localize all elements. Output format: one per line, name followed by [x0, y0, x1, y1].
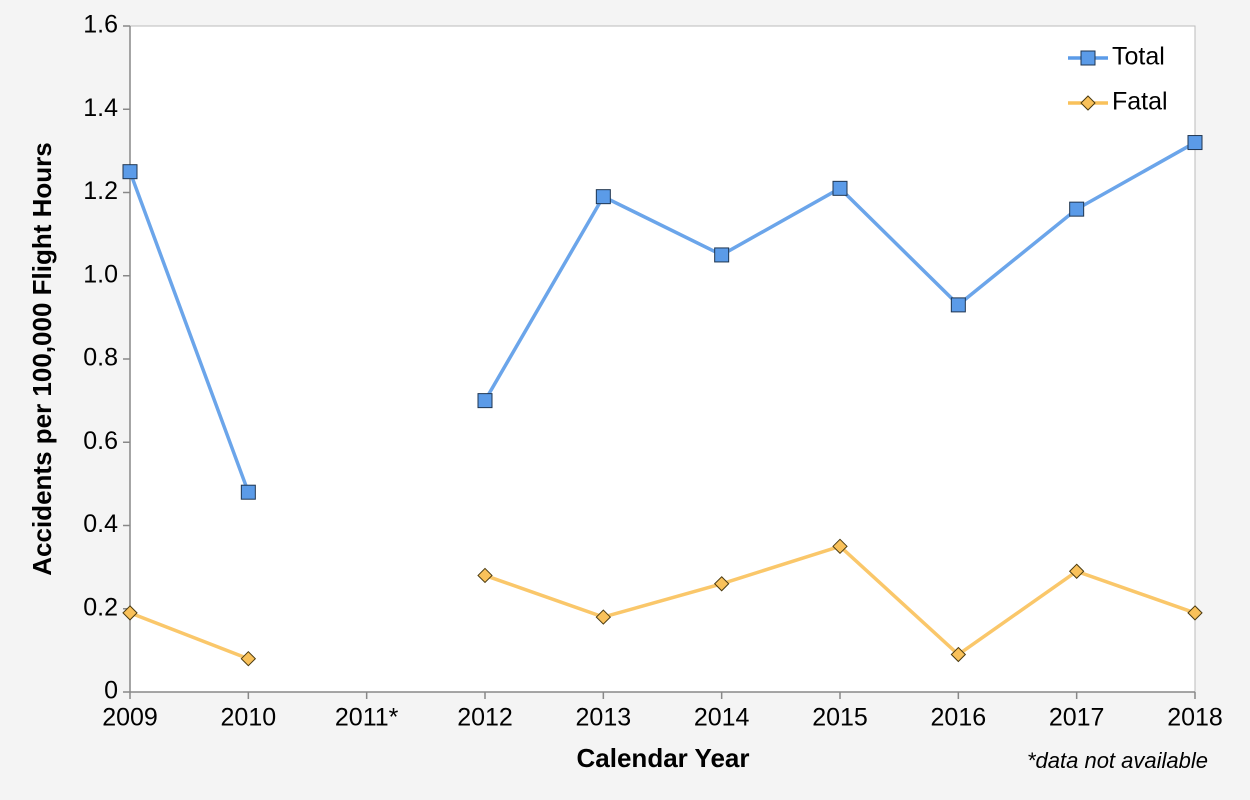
point	[1187, 135, 1203, 151]
point	[1068, 563, 1085, 579]
x-tick-label: 2018	[1167, 704, 1223, 732]
x-tick-label: 2015	[812, 704, 868, 732]
y-tick-label: 1.0	[83, 260, 118, 288]
point	[950, 297, 966, 313]
point	[714, 247, 730, 263]
plot-area	[129, 25, 1196, 693]
point	[713, 576, 730, 592]
y-tick-label: 0.2	[83, 593, 118, 621]
y-tick-label: 1.2	[83, 177, 118, 205]
x-tick-label: 2012	[457, 704, 513, 732]
y-tick-label: 0.8	[83, 344, 118, 372]
x-tick-label: 2016	[931, 704, 987, 732]
y-axis-label: Accidents per 100,000 Flight Hours	[27, 142, 57, 575]
y-tick-label: 0	[104, 677, 118, 705]
y-tick-label: 1.6	[83, 11, 118, 39]
legend-label: Total	[1112, 43, 1165, 71]
point	[832, 538, 848, 555]
x-axis-label: Calendar Year	[577, 743, 750, 773]
point	[477, 567, 493, 584]
point	[477, 393, 493, 409]
legend-marker	[1080, 50, 1096, 66]
annotation: *data not available	[1027, 748, 1208, 773]
x-tick-label: 2011*	[335, 704, 399, 732]
point	[1187, 605, 1203, 621]
point	[595, 189, 611, 205]
x-tick-label: 2013	[576, 704, 632, 732]
x-tick-label: 2010	[221, 704, 277, 732]
y-tick-label: 0.6	[83, 427, 118, 455]
point	[595, 609, 612, 625]
x-tick-label: 2014	[694, 704, 750, 732]
point	[240, 650, 257, 667]
point	[122, 605, 138, 621]
point	[122, 164, 138, 180]
point	[240, 484, 256, 500]
x-tick-label: 2017	[1049, 704, 1105, 732]
x-tick-label: 2009	[102, 704, 158, 732]
legend-label: Fatal	[1112, 88, 1168, 116]
y-tick-label: 0.4	[83, 510, 118, 538]
point	[1069, 201, 1085, 217]
point	[950, 646, 967, 663]
point	[832, 180, 848, 196]
legend-marker	[1080, 95, 1096, 111]
y-tick-label: 1.4	[83, 94, 118, 122]
